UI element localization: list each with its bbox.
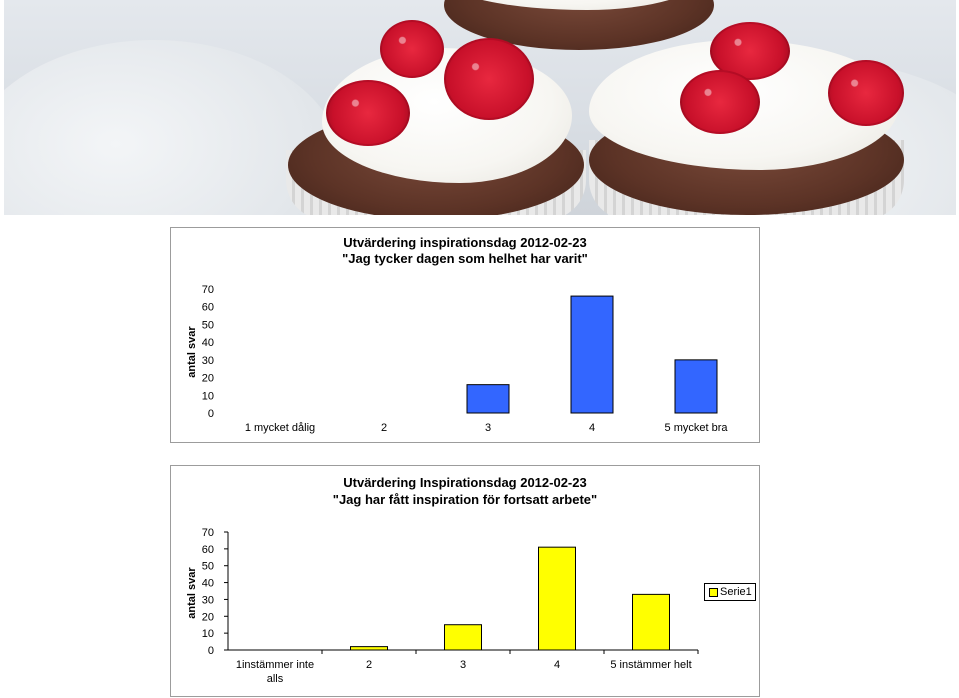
chart-title-line2: "Jag tycker dagen som helhet har varit": [342, 251, 588, 266]
bar: [350, 646, 388, 651]
y-tick-label: 20: [202, 611, 214, 623]
y-tick-label: 70: [202, 284, 214, 296]
y-tick-label: 50: [202, 561, 214, 573]
y-tick-label: 70: [202, 527, 214, 539]
bar: [444, 624, 482, 651]
x-tick-label: 5 instämmer helt: [610, 659, 691, 671]
y-tick-label: 10: [202, 390, 214, 402]
raspberry: [828, 60, 904, 126]
raspberry: [326, 80, 410, 146]
chart-title-line2: "Jag har fått inspiration för fortsatt a…: [333, 492, 597, 507]
y-tick-label: 40: [202, 337, 214, 349]
x-tick-label: 1 mycket dålig: [245, 422, 315, 434]
chart-overall: Utvärdering inspirationsdag 2012-02-23 "…: [186, 235, 729, 434]
x-tick-label: 1instämmer inte: [236, 659, 314, 671]
chart-inspiration: Utvärdering Inspirationsdag 2012-02-23 "…: [186, 475, 699, 685]
y-tick-label: 50: [202, 319, 214, 331]
y-axis-label: antal svar: [186, 567, 198, 619]
y-tick-label: 20: [202, 373, 214, 385]
legend: Serie1: [704, 583, 756, 601]
x-tick-label: 4: [554, 659, 560, 671]
legend-label: Serie1: [720, 586, 752, 598]
chart-title-line1: Utvärdering Inspirationsdag 2012-02-23: [343, 475, 586, 490]
raspberry: [444, 38, 534, 120]
x-tick-label: 4: [589, 422, 595, 434]
bar: [466, 384, 510, 414]
legend-swatch-icon: [709, 588, 718, 597]
chart-title-line1: Utvärdering inspirationsdag 2012-02-23: [343, 235, 586, 250]
x-tick-label: 3: [485, 422, 491, 434]
x-tick-label: 3: [460, 659, 466, 671]
bar: [632, 593, 670, 651]
bar: [570, 295, 614, 414]
x-tick-label: 2: [381, 422, 387, 434]
raspberry: [680, 70, 760, 134]
y-tick-label: 10: [202, 628, 214, 640]
y-tick-label: 60: [202, 544, 214, 556]
cupcakes-photo: [4, 0, 956, 215]
y-tick-label: 30: [202, 594, 214, 606]
bar: [538, 546, 576, 651]
x-tick-label: 5 mycket bra: [665, 422, 729, 434]
x-tick-label: alls: [267, 673, 284, 685]
y-tick-label: 60: [202, 302, 214, 314]
y-tick-label: 0: [208, 645, 214, 657]
x-tick-label: 2: [366, 659, 372, 671]
chart-panel-inspiration: Utvärdering Inspirationsdag 2012-02-23 "…: [170, 465, 760, 697]
chart-panel-overall: Utvärdering inspirationsdag 2012-02-23 "…: [170, 227, 760, 443]
raspberry: [380, 20, 444, 78]
y-axis-label: antal svar: [186, 326, 198, 378]
y-tick-label: 40: [202, 578, 214, 590]
y-tick-label: 0: [208, 408, 214, 420]
y-tick-label: 30: [202, 355, 214, 367]
bar: [674, 359, 718, 414]
